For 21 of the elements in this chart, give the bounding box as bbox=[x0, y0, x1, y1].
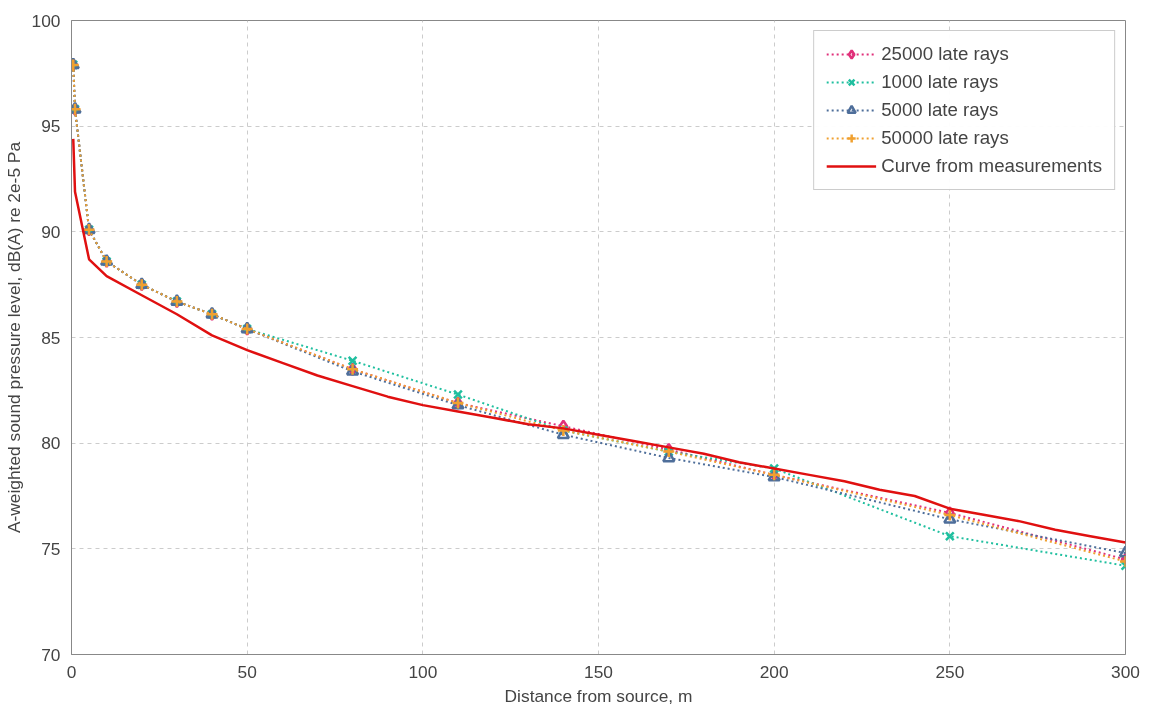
y-tick-label: 100 bbox=[31, 10, 61, 31]
y-tick-label: 85 bbox=[41, 327, 61, 348]
x-tick-label: 100 bbox=[408, 661, 438, 682]
y-tick-label: 70 bbox=[41, 644, 61, 665]
legend-label: 5000 late rays bbox=[881, 99, 999, 121]
x-tick-label: 50 bbox=[237, 661, 257, 682]
x-tick-label: 200 bbox=[759, 661, 789, 682]
legend-label: 50000 late rays bbox=[881, 127, 1009, 149]
y-tick-label: 90 bbox=[41, 221, 61, 242]
x-tick-label: 300 bbox=[1111, 661, 1140, 682]
y-tick-label: 95 bbox=[41, 116, 61, 137]
x-tick-label: 250 bbox=[935, 661, 965, 682]
y-tick-label: 80 bbox=[41, 433, 61, 454]
y-tick-label: 75 bbox=[41, 538, 61, 559]
legend-label: 25000 late rays bbox=[881, 43, 1009, 65]
legend-label: Curve from measurements bbox=[881, 155, 1102, 177]
x-axis-title: Distance from source, m bbox=[504, 685, 693, 706]
x-tick-label: 0 bbox=[66, 661, 77, 682]
legend-label: 1000 late rays bbox=[881, 71, 999, 93]
x-tick-label: 150 bbox=[584, 661, 613, 682]
y-axis-title: A-weighted sound pressure level, dB(A) re 2e-5 Pa bbox=[3, 141, 24, 534]
